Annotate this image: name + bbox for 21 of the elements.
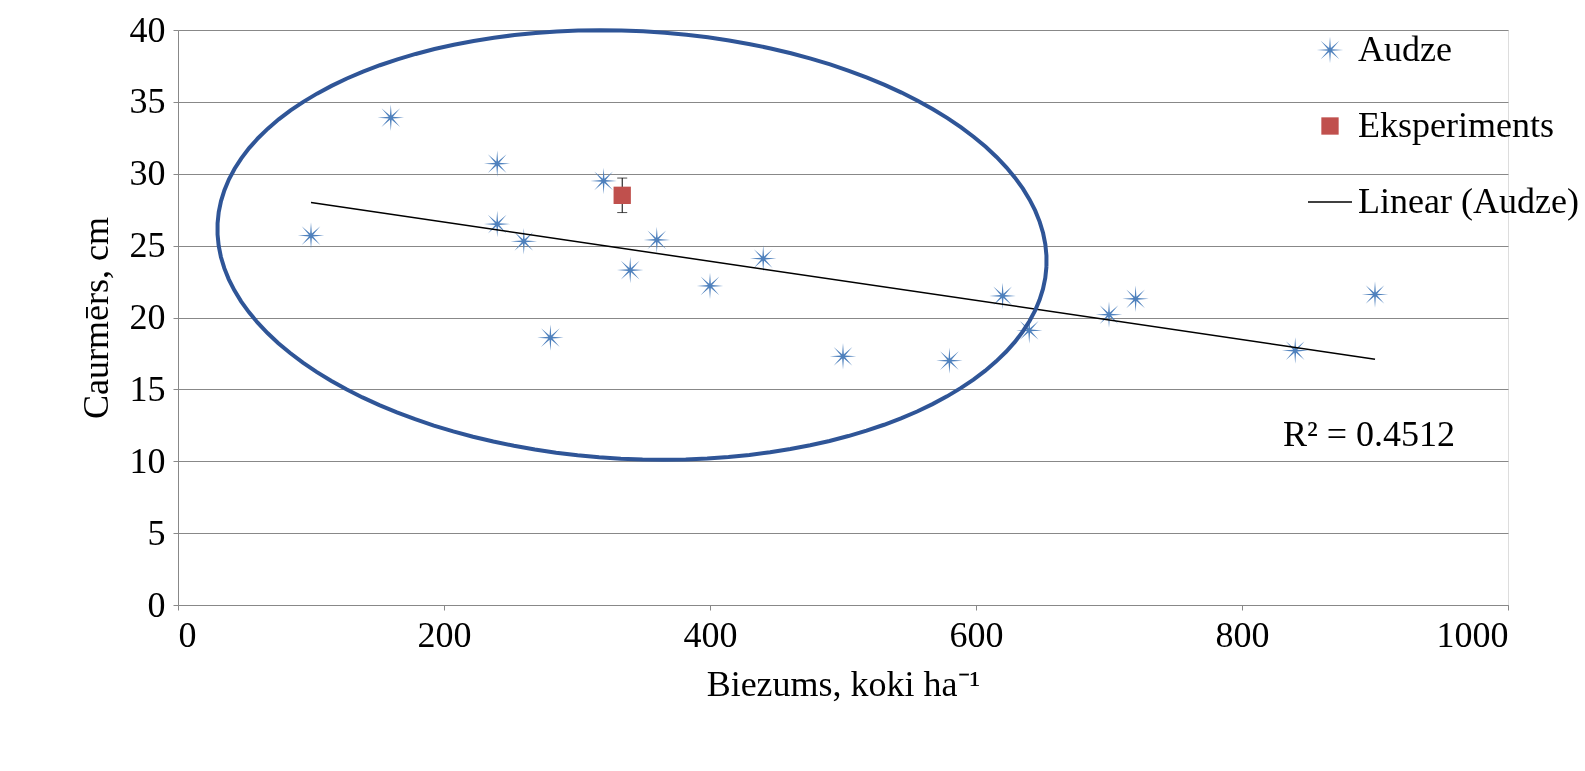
x-tick-label: 1000 <box>1436 614 1509 655</box>
x-tick-label: 800 <box>1215 614 1270 655</box>
y-tick-label: 10 <box>129 440 166 481</box>
x-tick-label: 200 <box>417 614 472 655</box>
annotation: R² = 0.4512 <box>1283 414 1456 454</box>
y-tick-label: 15 <box>129 368 166 409</box>
y-tick-label: 5 <box>147 512 166 553</box>
x-tick-label: 600 <box>949 614 1004 655</box>
y-axis-title: Caurmērs, cm <box>75 217 116 419</box>
y-tick-label: 40 <box>129 9 166 50</box>
x-tick-label: 0 <box>178 614 197 655</box>
y-tick-label: 20 <box>129 297 166 337</box>
y-tick-label: 35 <box>129 81 166 122</box>
legend-label: Audze <box>1358 29 1452 69</box>
x-tick-label: 400 <box>683 614 738 655</box>
x-axis-title: Biezums, koki ha⁻¹ <box>706 663 981 704</box>
y-tick-label: 25 <box>129 225 166 266</box>
legend-label: Linear (Audze) <box>1358 181 1579 221</box>
legend-label: Eksperiments <box>1358 105 1554 145</box>
y-tick-label: 30 <box>129 153 166 194</box>
y-tick-label: 0 <box>147 584 166 625</box>
